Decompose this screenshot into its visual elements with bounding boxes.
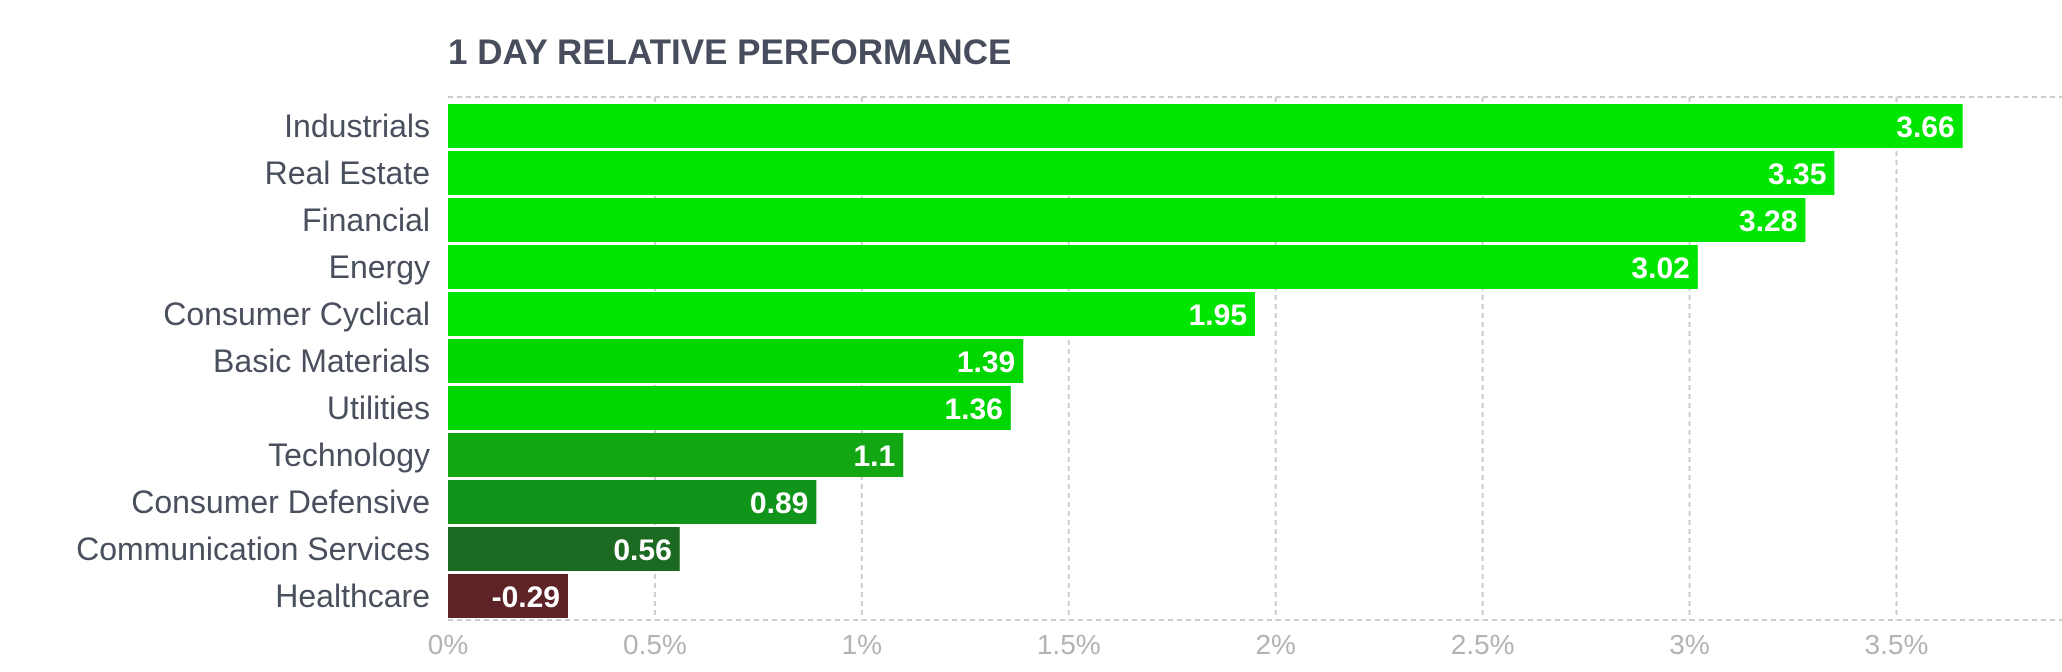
bar <box>448 480 817 524</box>
category-label: Utilities <box>327 390 430 426</box>
category-label: Consumer Cyclical <box>163 296 430 332</box>
value-label: 1.95 <box>1189 299 1247 332</box>
value-labels: 3.66 3.35 3.28 3.02 1.95 1.39 1.36 1.1 0.89 0.56 -… <box>492 111 1955 614</box>
category-label: Consumer Defensive <box>131 484 430 520</box>
category-label: Basic Materials <box>213 343 430 379</box>
category-label: Energy <box>329 249 430 285</box>
value-label: 0.56 <box>613 534 671 567</box>
bar <box>448 433 904 477</box>
bar <box>448 292 1255 336</box>
x-tick-label: 1% <box>842 629 882 660</box>
x-tick-label: 3.5% <box>1865 629 1929 660</box>
value-label: 3.02 <box>1631 252 1689 285</box>
bar <box>448 527 680 571</box>
value-label: 3.35 <box>1768 158 1826 191</box>
x-tick-label: 2.5% <box>1451 629 1515 660</box>
category-label: Industrials <box>284 108 430 144</box>
bar <box>448 104 1963 148</box>
x-tick-label: 3% <box>1669 629 1709 660</box>
bar <box>448 198 1806 242</box>
value-label: 3.28 <box>1739 205 1797 238</box>
value-label: 1.36 <box>944 393 1002 426</box>
category-label: Technology <box>268 437 430 473</box>
x-tick-label: 0.5% <box>623 629 687 660</box>
category-label: Real Estate <box>265 155 430 191</box>
bar <box>448 151 1835 195</box>
x-axis-tick-labels: 0% 0.5% 1% 1.5% 2% 2.5% 3% 3.5% <box>428 629 1929 660</box>
bar <box>448 386 1011 430</box>
bar <box>448 245 1698 289</box>
category-label: Financial <box>302 202 430 238</box>
value-label: 1.1 <box>854 440 896 473</box>
value-label: 3.66 <box>1896 111 1954 144</box>
value-label: -0.29 <box>492 581 560 614</box>
value-label: 1.39 <box>957 346 1015 379</box>
value-label: 0.89 <box>750 487 808 520</box>
x-tick-label: 2% <box>1255 629 1295 660</box>
bars <box>448 104 1963 618</box>
chart-title: 1 DAY RELATIVE PERFORMANCE <box>448 33 1011 72</box>
category-label: Healthcare <box>275 578 430 614</box>
bar <box>448 339 1024 383</box>
category-labels: Industrials Real Estate Financial Energy Con… <box>76 108 430 614</box>
x-tick-label: 0% <box>428 629 468 660</box>
bar <box>448 574 569 618</box>
category-label: Communication Services <box>76 531 430 567</box>
x-tick-label: 1.5% <box>1037 629 1101 660</box>
